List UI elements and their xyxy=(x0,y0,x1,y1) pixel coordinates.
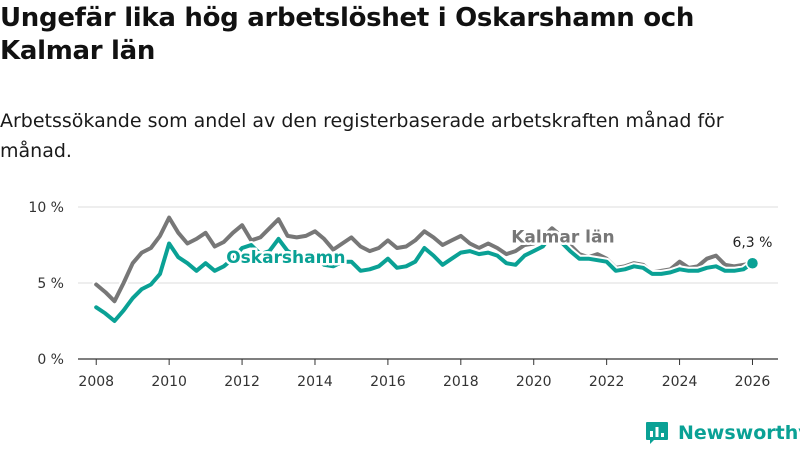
x-tick-label: 2022 xyxy=(589,374,625,390)
x-tick-label: 2016 xyxy=(370,374,406,390)
y-axis: 0 % 5 % 10 % xyxy=(28,200,64,368)
newsworthy-brand[interactable]: Newsworthy xyxy=(644,420,800,446)
x-tick-label: 2018 xyxy=(443,374,479,390)
series-lines xyxy=(92,213,757,325)
x-tick-label: 2020 xyxy=(516,374,552,390)
y-tick-label: 5 % xyxy=(37,276,64,292)
x-tick-label: 2012 xyxy=(224,374,260,390)
line-chart: 0 %5 %10 % 2008 2010 2012 2014 2016 2018 2020 2… xyxy=(28,200,778,390)
series-line-oskarshamn xyxy=(94,232,755,323)
series-label-oskarshamn: Oskarshamn xyxy=(226,248,345,268)
x-tick-label: 2026 xyxy=(735,374,771,390)
newsworthy-logo-icon xyxy=(646,422,668,444)
y-tick-label: 10 % xyxy=(28,200,64,216)
x-tick-label: 2024 xyxy=(662,374,698,390)
x-tick-label: 2010 xyxy=(151,374,187,390)
x-tick-label: 2014 xyxy=(297,374,333,390)
chart-title: Ungefär lika hög arbetslöshet i Oskarsha… xyxy=(0,3,695,66)
chart-subtitle: Arbetssökande som andel av den registerb… xyxy=(0,110,724,162)
end-point-marker xyxy=(745,256,760,270)
y-tick-label: 0 % xyxy=(37,352,64,368)
x-tick-label: 2008 xyxy=(78,374,114,390)
series-label-kalmar: Kalmar län xyxy=(511,228,614,248)
gridlines xyxy=(78,206,778,360)
series-line-kalmar-lan xyxy=(94,215,755,304)
x-axis: 2008 2010 2012 2014 2016 2018 2020 2022 2024 2026 xyxy=(78,359,770,390)
end-value-label: 6,3 % xyxy=(732,235,772,251)
brand-name: Newsworthy xyxy=(678,422,800,444)
series-labels: Kalmar län Oskarshamn 6,3 % xyxy=(224,225,773,271)
